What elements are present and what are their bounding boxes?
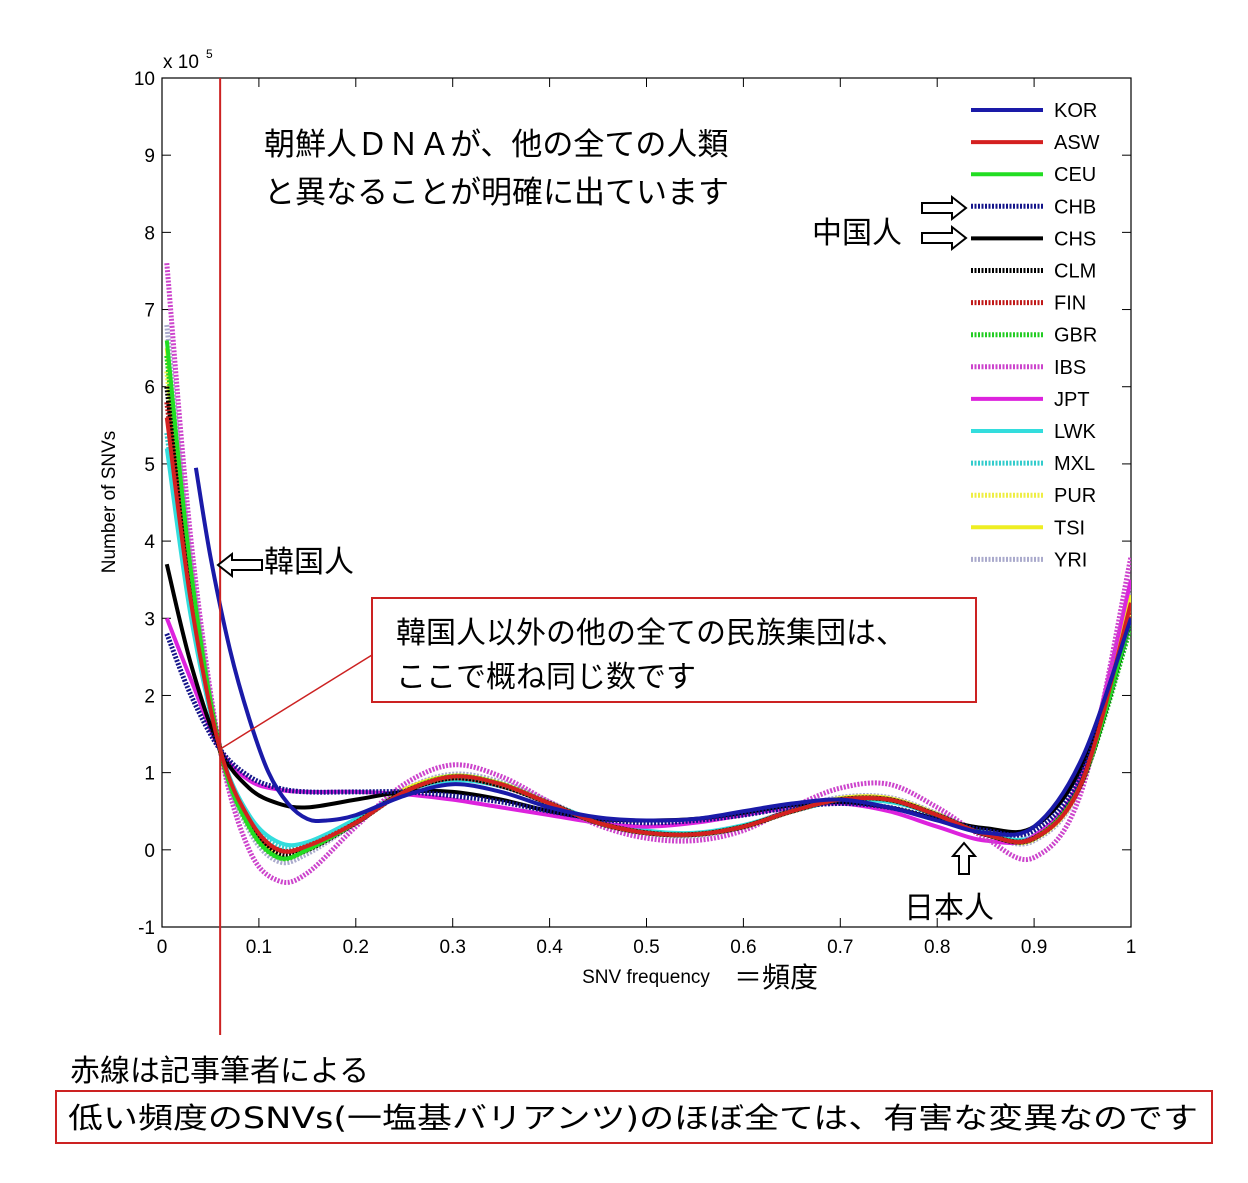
x-tick-label: 0.2 xyxy=(343,937,369,958)
series-lines xyxy=(164,262,1131,885)
callout-connector xyxy=(221,654,373,749)
legend: KOR ASW CEU CHB CHS CLM FIN GBR IBS JPT LWK MXL PUR T… xyxy=(971,100,1100,571)
y-tick-label: 9 xyxy=(144,146,155,167)
headline-line-1: 朝鮮人ＤＮＡが、他の全ての人類 xyxy=(264,127,728,163)
legend-label-fin: FIN xyxy=(1054,293,1086,315)
y-tick-label: 4 xyxy=(144,532,155,553)
legend-label-kor: KOR xyxy=(1054,100,1097,122)
x-tick-label: 1 xyxy=(1126,937,1137,958)
callout-box xyxy=(371,597,977,703)
headline-line-2: と異なることが明確に出ています xyxy=(264,175,729,211)
legend-label-pur: PUR xyxy=(1054,485,1096,507)
y-multiplier-exponent: 5 xyxy=(206,47,213,61)
y-tick-label: 5 xyxy=(144,455,155,476)
y-tick-labels: -1 0 1 2 3 4 5 6 7 8 9 10 xyxy=(134,69,156,939)
y-tick-label: 10 xyxy=(134,69,155,90)
x-tick-label: 0.4 xyxy=(536,937,563,958)
x-tick-label: 0.3 xyxy=(439,937,465,958)
y-multiplier-label: x 10 xyxy=(163,52,199,73)
arrow-up-icon xyxy=(950,841,978,875)
callout-line-2: ここで概ね同じ数です xyxy=(396,660,696,695)
korean-annotation: 韓国人 xyxy=(264,545,354,580)
legend-label-clm: CLM xyxy=(1054,261,1096,283)
y-tick-label: -1 xyxy=(138,918,155,939)
bottom-note-box xyxy=(55,1090,1213,1144)
arrow-right-icon xyxy=(921,224,968,252)
legend-label-ibs: IBS xyxy=(1054,357,1086,379)
red-line-note: 赤線は記事筆者による xyxy=(70,1054,369,1089)
legend-label-yri: YRI xyxy=(1054,549,1087,571)
x-tick-label: 0.6 xyxy=(730,937,756,958)
japanese-annotation: 日本人 xyxy=(904,891,994,926)
y-axis-label: Number of SNVs xyxy=(99,431,120,574)
legend-label-tsi: TSI xyxy=(1054,517,1085,539)
callout-line-1: 韓国人以外の他の全ての民族集団は、 xyxy=(396,616,906,651)
legend-label-asw: ASW xyxy=(1054,132,1100,154)
legend-label-chs: CHS xyxy=(1054,228,1096,250)
x-tick-label: 0.5 xyxy=(633,937,659,958)
arrow-left-icon xyxy=(216,551,263,579)
x-tick-label: 0.1 xyxy=(246,937,272,958)
legend-label-gbr: GBR xyxy=(1054,325,1097,347)
x-axis-label: SNV frequency xyxy=(582,967,710,988)
y-tick-label: 8 xyxy=(144,223,155,244)
y-tick-label: 7 xyxy=(144,301,155,322)
x-tick-labels: 0 0.1 0.2 0.3 0.4 0.5 0.6 0.7 0.8 0.9 1 xyxy=(157,937,1137,958)
legend-label-chb: CHB xyxy=(1054,196,1096,218)
y-tick-label: 0 xyxy=(144,841,155,862)
legend-label-jpt: JPT xyxy=(1054,389,1090,411)
chinese-annotation: 中国人 xyxy=(812,216,902,251)
y-tick-label: 6 xyxy=(144,378,155,399)
x-tick-label: 0.9 xyxy=(1021,937,1047,958)
legend-label-mxl: MXL xyxy=(1054,453,1095,475)
x-axis-label-japanese: ＝頻度 xyxy=(734,961,818,994)
legend-label-lwk: LWK xyxy=(1054,421,1097,443)
arrow-right-icon xyxy=(921,194,968,222)
y-tick-label: 2 xyxy=(144,686,155,707)
plot-area xyxy=(161,77,1132,928)
bottom-note: 低い頻度のSNVs(一塩基バリアンツ)のほぼ全ては、有害な変異なのです xyxy=(68,1101,1198,1135)
legend-label-ceu: CEU xyxy=(1054,164,1096,186)
x-tick-label: 0.7 xyxy=(827,937,853,958)
series-line-kor xyxy=(193,467,1131,837)
y-tick-label: 1 xyxy=(144,764,155,785)
x-tick-label: 0.8 xyxy=(924,937,950,958)
y-tick-label: 3 xyxy=(144,609,155,630)
x-tick-label: 0 xyxy=(157,937,168,958)
